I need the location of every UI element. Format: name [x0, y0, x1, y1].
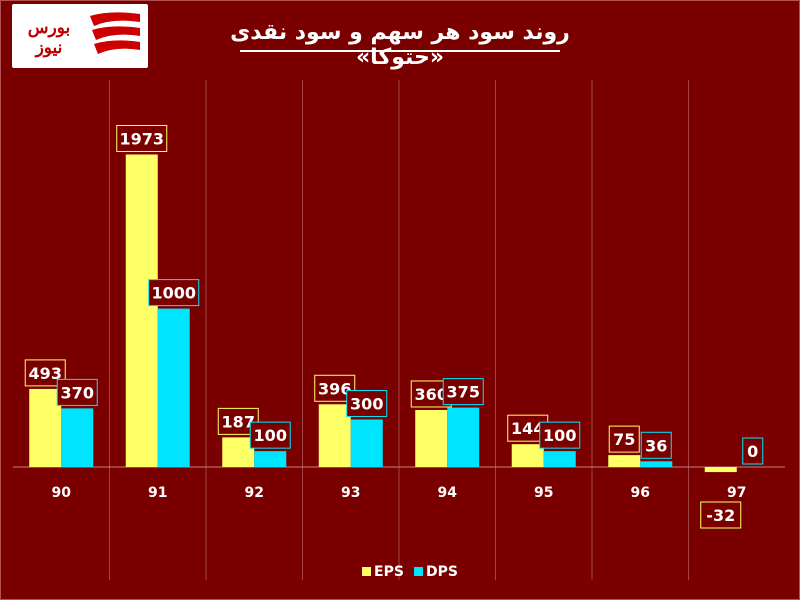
data-label-box — [249, 421, 291, 449]
x-tick-labels: 90 91 92 93 94 95 96 97 — [52, 485, 747, 501]
bar-dps-90 — [61, 408, 94, 467]
data-label-box — [700, 501, 742, 529]
data-label-box — [116, 124, 168, 152]
bar-eps-97 — [704, 467, 737, 473]
bar-eps-95 — [511, 444, 544, 467]
x-tick-92: 92 — [245, 485, 264, 501]
x-tick-93: 93 — [341, 485, 360, 501]
legend-swatch-dps — [414, 567, 423, 576]
data-label-box — [640, 431, 672, 459]
bar-eps-94 — [415, 409, 448, 467]
data-label-dps-93: 300 — [350, 394, 383, 413]
bar-eps-91 — [125, 154, 158, 467]
data-label-box — [442, 378, 484, 406]
data-label-eps-93: 396 — [318, 379, 351, 398]
data-label-eps-92: 187 — [222, 412, 255, 431]
x-tick-96: 96 — [631, 485, 650, 501]
data-label-dps-96: 36 — [645, 436, 667, 455]
grid-lines — [109, 80, 689, 580]
bar-eps-93 — [318, 404, 351, 467]
data-label-box — [56, 378, 98, 406]
data-label-dps-90: 370 — [61, 383, 94, 402]
bars — [29, 154, 737, 473]
data-label-dps-97: 0 — [747, 442, 758, 461]
data-label-box — [742, 437, 764, 465]
data-label-eps-95: 144 — [511, 419, 544, 438]
chart-title: روند سود هر سهم و سود نقدی «حتوکا» — [230, 20, 570, 70]
data-label-eps-94: 360 — [415, 385, 448, 404]
legend: EPS DPS — [362, 564, 458, 580]
legend-label-eps: EPS — [374, 564, 404, 580]
data-label-dps-95: 100 — [543, 426, 576, 445]
boursenews-logo: بورس نیوز — [12, 4, 148, 68]
data-label-box — [539, 421, 581, 449]
x-tick-95: 95 — [534, 485, 553, 501]
data-label-eps-90: 493 — [29, 364, 62, 383]
data-label-box — [148, 279, 200, 307]
data-label-dps-94: 375 — [447, 383, 480, 402]
x-tick-94: 94 — [438, 485, 458, 501]
bar-dps-95 — [543, 451, 576, 467]
bar-dps-92 — [254, 451, 287, 467]
data-label-eps-97: -32 — [706, 506, 735, 525]
data-label-eps-91: 1973 — [119, 129, 164, 148]
data-label-dps-91: 1000 — [151, 284, 196, 303]
legend-swatch-eps — [362, 567, 371, 576]
logo-text: بورس نیوز — [27, 18, 71, 58]
bar-dps-91 — [157, 308, 190, 467]
data-label-eps-96: 75 — [613, 430, 635, 449]
logo-mark-icon — [90, 12, 140, 54]
data-label-box — [608, 425, 640, 453]
data-label-dps-92: 100 — [254, 426, 287, 445]
bar-dps-96 — [640, 461, 673, 467]
x-tick-97: 97 — [727, 485, 746, 501]
title-underline — [240, 50, 560, 52]
data-label-box — [346, 389, 388, 417]
bar-eps-90 — [29, 388, 62, 467]
x-tick-91: 91 — [148, 485, 167, 501]
bar-eps-92 — [222, 437, 255, 467]
legend-label-dps: DPS — [426, 564, 458, 580]
bar-dps-94 — [447, 407, 480, 467]
bar-dps-93 — [350, 419, 383, 467]
bar-eps-96 — [608, 455, 641, 467]
x-tick-90: 90 — [52, 485, 72, 501]
